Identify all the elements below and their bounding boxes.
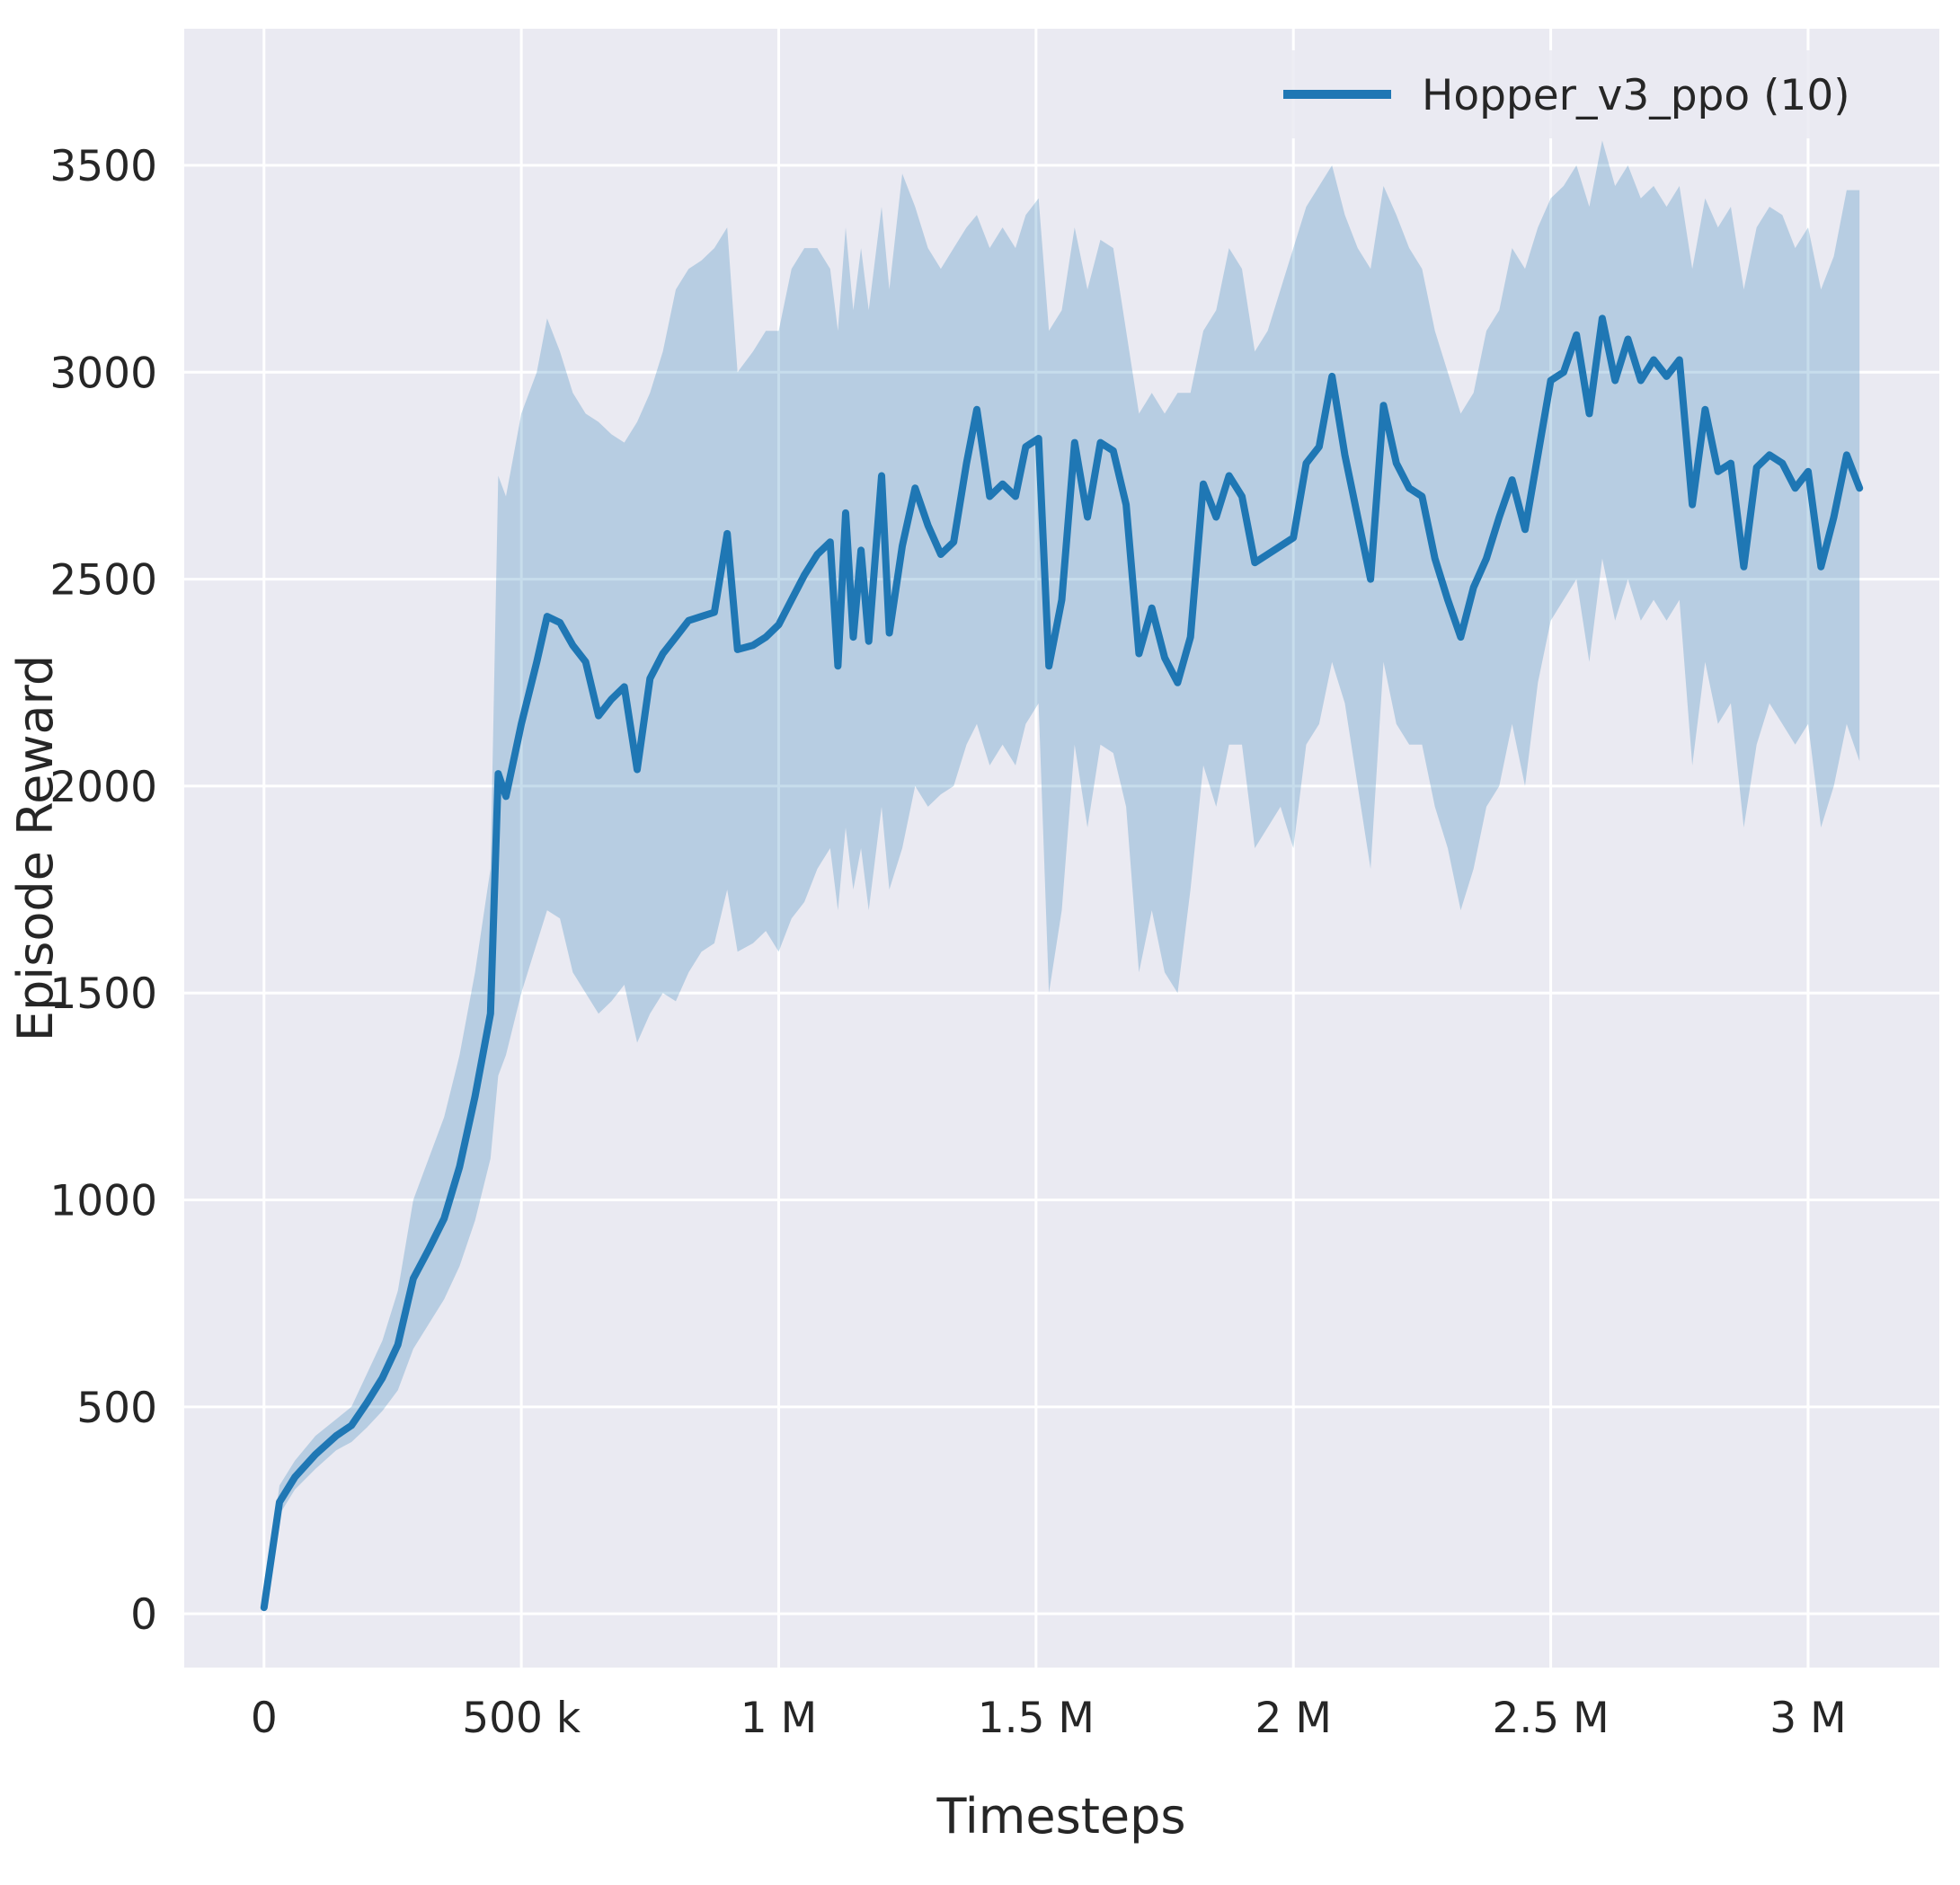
y-tick-label: 3500 (49, 142, 157, 191)
x-tick-label: 500 k (462, 1694, 581, 1743)
reward-line (260, 314, 1864, 1612)
x-tick-label: 3 M (1769, 1694, 1846, 1743)
y-tick-label: 2500 (49, 556, 157, 606)
y-axis-label: Episode Reward (7, 655, 64, 1041)
legend-box (1256, 50, 1929, 138)
plot-area (184, 29, 1939, 1668)
y-tick-label: 500 (76, 1384, 157, 1433)
y-tick-label: 3000 (49, 349, 157, 398)
y-tick-label: 0 (130, 1590, 157, 1640)
y-tick-label: 1500 (49, 969, 157, 1019)
x-tick-labels: 0 500 k 1 M 1.5 M 2 M 2.5 M 3 M (251, 1694, 1847, 1743)
y-tick-label: 1000 (49, 1177, 157, 1226)
x-tick-label: 1 M (741, 1694, 817, 1743)
legend: Hopper_v3_ppo (10) (1256, 50, 1929, 138)
x-tick-label: 1.5 M (978, 1694, 1095, 1743)
x-tick-label: 2 M (1255, 1694, 1332, 1743)
x-axis-label: Timesteps (936, 1788, 1185, 1845)
y-tick-labels: 0 500 1000 1500 2000 2500 3000 3500 (49, 142, 157, 1640)
plot-layer (184, 29, 1939, 1668)
y-tick-label: 2000 (49, 763, 157, 812)
legend-label: Hopper_v3_ppo (10) (1422, 71, 1850, 120)
x-tick-label: 0 (251, 1694, 278, 1743)
x-tick-label: 2.5 M (1492, 1694, 1609, 1743)
confidence-band (263, 140, 1860, 1612)
